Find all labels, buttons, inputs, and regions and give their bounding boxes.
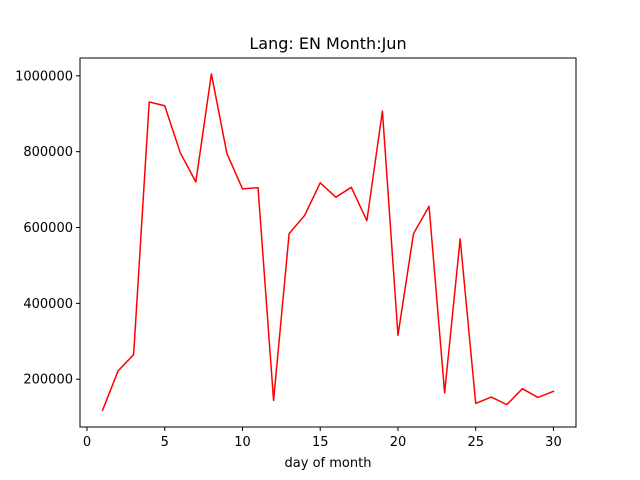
x-tick-label: 5	[161, 435, 169, 450]
y-tick-label: 400000	[23, 297, 73, 312]
x-axis-ticks: 0 5 10 15 20 25 30	[83, 427, 562, 450]
chart-title: Lang: EN Month:Jun	[249, 34, 406, 53]
x-axis-label: day of month	[285, 456, 372, 471]
x-tick-label: 25	[467, 435, 484, 450]
plot-area	[80, 58, 576, 427]
y-tick-label: 800000	[23, 145, 73, 160]
x-tick-label: 0	[83, 435, 91, 450]
y-tick-label: 600000	[23, 221, 73, 236]
y-tick-label: 200000	[23, 373, 73, 388]
x-tick-label: 15	[312, 435, 329, 450]
y-axis-ticks: 200000 400000 600000 800000 1000000	[15, 69, 80, 388]
x-tick-label: 30	[545, 435, 562, 450]
series-line	[101, 73, 555, 412]
y-tick-label: 1000000	[15, 69, 73, 84]
plot-frame	[79, 57, 577, 428]
x-tick-label: 20	[390, 435, 407, 450]
x-tick-label: 10	[234, 435, 251, 450]
